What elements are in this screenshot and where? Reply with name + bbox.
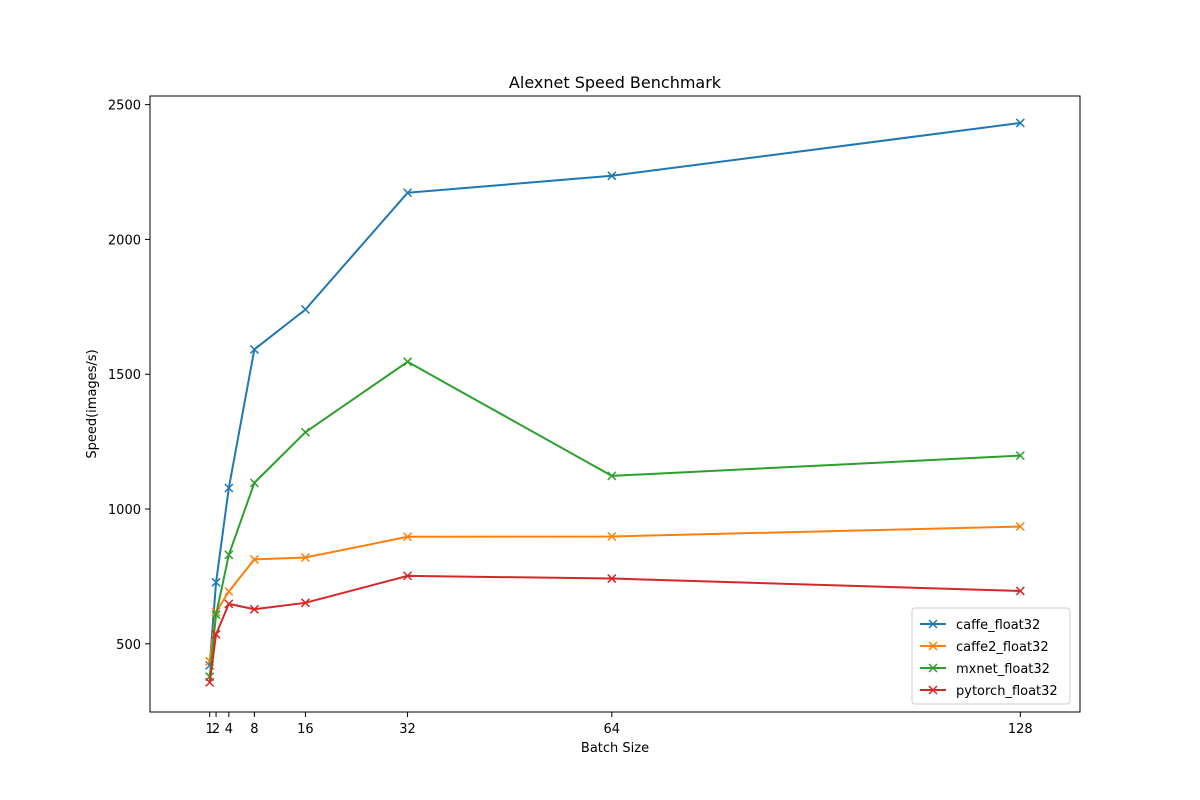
x-tick-label-8: 8 bbox=[250, 722, 258, 737]
data-point-caffe_float32-32 bbox=[403, 188, 413, 198]
legend-marker-mxnet_float32 bbox=[928, 663, 938, 673]
x-tick-label-64: 64 bbox=[604, 722, 621, 737]
legend-marker-pytorch_float32 bbox=[928, 685, 938, 695]
legend-item-caffe2_float32: caffe2_float32 bbox=[920, 640, 1049, 655]
data-point-caffe2_float32-16 bbox=[300, 552, 310, 563]
data-point-pytorch_float32-64 bbox=[607, 574, 617, 584]
data-point-caffe_float32-16 bbox=[300, 304, 310, 315]
legend-label-mxnet_float32: mxnet_float32 bbox=[956, 662, 1050, 677]
x-tick-label-16: 16 bbox=[297, 722, 314, 737]
x-tick-label-1: 1 bbox=[206, 722, 214, 737]
x-tick-label-4: 4 bbox=[225, 722, 233, 737]
x-tick-label-32: 32 bbox=[399, 722, 416, 737]
data-point-caffe2_float32-32 bbox=[403, 532, 413, 542]
data-point-mxnet_float32-2 bbox=[211, 610, 221, 620]
y-axis-label: Speed(images/s) bbox=[85, 349, 100, 458]
legend-item-caffe_float32: caffe_float32 bbox=[920, 618, 1040, 633]
legend: caffe_float32 caffe2_float32 mxnet_float32… bbox=[911, 607, 1071, 705]
data-point-caffe2_float32-128 bbox=[1015, 521, 1025, 532]
legend-label-caffe2_float32: caffe2_float32 bbox=[956, 640, 1049, 655]
x-tick-label-128: 128 bbox=[1008, 722, 1033, 737]
y-tick-label-2500: 2500 bbox=[108, 99, 141, 114]
data-point-mxnet_float32-16 bbox=[300, 427, 310, 437]
data-point-caffe2_float32-4 bbox=[224, 586, 234, 597]
y-tick-label-1000: 1000 bbox=[108, 503, 141, 518]
data-point-pytorch_float32-1 bbox=[205, 677, 215, 687]
data-point-caffe_float32-2 bbox=[211, 577, 221, 587]
series-pytorch_float32 bbox=[205, 571, 1025, 687]
data-point-caffe_float32-128 bbox=[1015, 118, 1025, 128]
data-point-caffe2_float32-64 bbox=[607, 531, 617, 542]
data-point-mxnet_float32-128 bbox=[1015, 451, 1025, 461]
chart-title: Alexnet Speed Benchmark bbox=[509, 73, 722, 92]
data-point-pytorch_float32-32 bbox=[403, 571, 413, 581]
data-point-pytorch_float32-128 bbox=[1015, 586, 1025, 596]
legend-item-mxnet_float32: mxnet_float32 bbox=[920, 662, 1050, 677]
y-tick-label-1500: 1500 bbox=[108, 368, 141, 383]
x-tick-label-2: 2 bbox=[212, 722, 220, 737]
data-point-pytorch_float32-8 bbox=[249, 604, 259, 614]
data-point-caffe2_float32-8 bbox=[249, 554, 259, 564]
legend-box bbox=[911, 607, 1071, 705]
series-line-caffe_float32 bbox=[208, 121, 1021, 666]
legend-marker-caffe2_float32 bbox=[928, 641, 938, 651]
y-tick-label-500: 500 bbox=[116, 638, 141, 653]
data-point-mxnet_float32-4 bbox=[224, 550, 234, 560]
legend-label-pytorch_float32: pytorch_float32 bbox=[956, 684, 1058, 699]
series-caffe_float32 bbox=[205, 118, 1025, 670]
data-point-pytorch_float32-4 bbox=[224, 599, 234, 609]
data-point-mxnet_float32-64 bbox=[607, 471, 617, 481]
plot-area: 12 4 8 16 32 64 128 500 1000 1500 2000 2500 bbox=[108, 95, 1081, 737]
plot-frame bbox=[149, 95, 1081, 713]
series-line-pytorch_float32 bbox=[208, 574, 1021, 683]
series-line-mxnet_float32 bbox=[208, 360, 1021, 677]
x-axis-label: Batch Size bbox=[581, 741, 649, 756]
data-point-caffe_float32-8 bbox=[249, 344, 259, 354]
data-point-caffe_float32-4 bbox=[224, 483, 234, 493]
legend-label-caffe_float32: caffe_float32 bbox=[956, 618, 1040, 633]
data-point-pytorch_float32-16 bbox=[300, 598, 310, 608]
data-point-mxnet_float32-32 bbox=[403, 357, 413, 367]
data-point-caffe_float32-64 bbox=[607, 171, 617, 181]
y-tick-label-2000: 2000 bbox=[108, 233, 141, 248]
data-point-mxnet_float32-8 bbox=[249, 478, 259, 488]
legend-marker-caffe_float32 bbox=[928, 619, 938, 629]
legend-item-pytorch_float32: pytorch_float32 bbox=[920, 684, 1058, 699]
data-point-pytorch_float32-2 bbox=[211, 629, 221, 639]
